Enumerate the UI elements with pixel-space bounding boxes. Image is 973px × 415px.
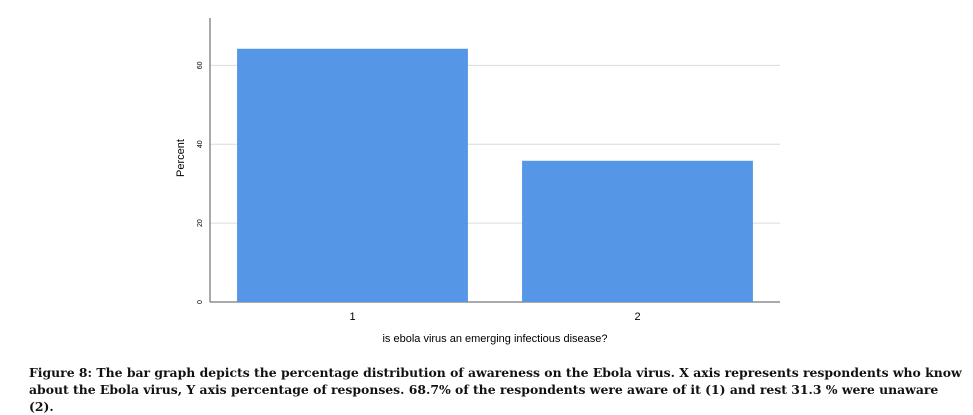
bar-2 <box>522 160 753 302</box>
y-tick-labels: 0 20 40 60 <box>197 61 204 304</box>
y-tick-label: 60 <box>197 61 204 69</box>
figure-caption: Figure 8: The bar graph depicts the perc… <box>29 365 962 414</box>
y-axis-title: Percent <box>175 139 187 177</box>
x-tick-label: 1 <box>349 311 355 323</box>
y-tick-label: 20 <box>197 219 204 227</box>
bar-1 <box>237 48 468 303</box>
x-tick-label: 2 <box>634 311 640 323</box>
y-tick-label: 40 <box>197 140 204 148</box>
y-tick-label: 0 <box>197 300 204 304</box>
bars <box>237 48 753 303</box>
x-axis-title: is ebola virus an emerging infectious di… <box>382 333 607 345</box>
